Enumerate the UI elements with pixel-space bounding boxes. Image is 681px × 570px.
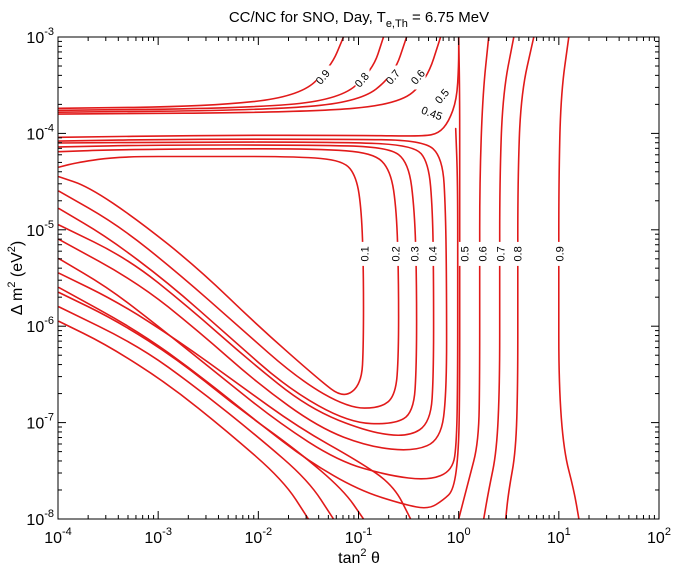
contour-line-0-9 bbox=[557, 37, 580, 519]
x-tick-label: 10-3 bbox=[144, 526, 172, 547]
contour-label-top-0-9-bg bbox=[316, 65, 331, 90]
x-tick-labels: 10-4 10-3 10-2 10-1 100 101 102 bbox=[44, 526, 671, 547]
contour-label-0-9-bg bbox=[553, 241, 568, 266]
contour-label-0-5-bg bbox=[458, 241, 473, 266]
contour-label-0-6-bg bbox=[476, 241, 491, 266]
contour-label-0-3-bg bbox=[408, 241, 423, 266]
contour-label-0-7: 0.7 bbox=[496, 246, 508, 261]
contour-line-segment-15 bbox=[58, 37, 385, 112]
contour-label-0-3: 0.3 bbox=[410, 246, 422, 261]
y-tick-label: 10-6 bbox=[26, 315, 54, 336]
contour-line-segment-12 bbox=[58, 37, 408, 113]
contour-line-segment-18 bbox=[58, 37, 345, 110]
contour-line-0-3 bbox=[58, 144, 418, 425]
contour-line-0-8 bbox=[504, 37, 535, 519]
contour-labels: 0.1 0.2 0.3 0.40.450.5 0.6 0.7 0.8 0.90.9 0.8 0.7… bbox=[314, 65, 568, 266]
contour-label-0-9: 0.9 bbox=[555, 246, 567, 261]
y-tick-label: 10-3 bbox=[26, 26, 54, 47]
contour-label-0-6: 0.6 bbox=[478, 246, 490, 261]
contour-label-top-0-5-bg bbox=[435, 84, 450, 109]
y-tick-label: 10-5 bbox=[26, 219, 54, 240]
contour-line-0-5 bbox=[58, 37, 461, 509]
x-tick-label: 10-2 bbox=[245, 526, 273, 547]
contour-label-0-4: 0.4 bbox=[428, 246, 440, 261]
contour-line-segment-10 bbox=[58, 272, 412, 519]
x-tick-label: 102 bbox=[647, 526, 671, 547]
contour-label-0-8-bg bbox=[511, 241, 526, 266]
contour-line-0-2 bbox=[58, 148, 400, 409]
axis-ticks bbox=[57, 36, 660, 520]
contour-label-0-7-bg bbox=[494, 241, 509, 266]
contour-line-0-1 bbox=[58, 155, 365, 396]
contour-label-top-0-6-bg bbox=[411, 65, 426, 90]
contour-line-segment-9 bbox=[457, 37, 490, 519]
x-tick-label: 100 bbox=[447, 526, 471, 547]
contour-label-0-8: 0.8 bbox=[513, 246, 525, 261]
contour-line-0-45 bbox=[58, 138, 448, 451]
contour-label-0-5: 0.5 bbox=[460, 246, 472, 261]
contour-line-segment-19 bbox=[58, 320, 310, 519]
y-tick-labels: 10-8 10-7 10-6 10-5 10-4 10-3 bbox=[26, 26, 54, 529]
y-tick-label: 10-4 bbox=[26, 122, 54, 143]
contour-line-segment-13 bbox=[58, 291, 365, 519]
contour-label-0-2-bg bbox=[389, 241, 404, 266]
contour-label-0-1-bg bbox=[358, 241, 373, 266]
contour-line-segment-5 bbox=[58, 37, 460, 139]
chart-title: CC/NC for SNO, Day, Te,Th = 6.75 MeV bbox=[229, 9, 489, 30]
contour-label-0-2: 0.2 bbox=[390, 246, 402, 261]
contour-line-0-4 bbox=[58, 141, 435, 437]
x-tick-label: 10-1 bbox=[345, 526, 373, 547]
contour-label-0-45-bg bbox=[424, 102, 439, 127]
y-axis-label: Δ m2 (eV2) bbox=[6, 241, 26, 316]
contour-label-0-1: 0.1 bbox=[359, 246, 371, 261]
y-tick-label: 10-7 bbox=[26, 412, 54, 433]
contour-label-top-0-8-bg bbox=[355, 68, 370, 93]
x-tick-label: 101 bbox=[547, 526, 571, 547]
x-tick-label: 10-4 bbox=[44, 526, 72, 547]
y-tick-label: 10-8 bbox=[26, 508, 54, 529]
contour-lines bbox=[58, 37, 580, 519]
contour-label-top-0-7-bg bbox=[386, 65, 401, 90]
x-axis-label: tan2 θ bbox=[338, 547, 380, 567]
contour-line-segment-6 bbox=[58, 127, 459, 480]
contour-line-0-7 bbox=[482, 37, 515, 519]
contour-line-segment-16 bbox=[58, 306, 335, 519]
contour-label-0-4-bg bbox=[426, 241, 441, 266]
